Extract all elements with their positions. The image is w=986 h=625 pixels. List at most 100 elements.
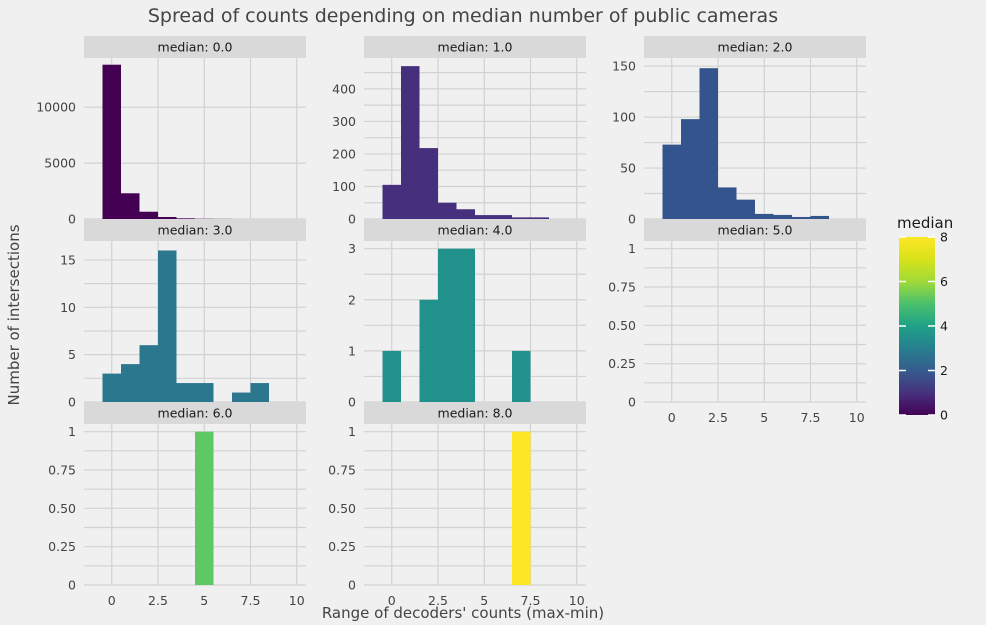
x-tick-label: 2.5: [148, 593, 168, 608]
facet-strip-label: median: 0.0: [158, 40, 233, 55]
facet-panel: median: 0.0 0 5000 10000: [36, 36, 306, 227]
x-tick-label: 2.5: [428, 593, 448, 608]
facet-panel: median: 4.0 0 1 2 3: [348, 219, 586, 410]
y-tick-label: 10: [60, 300, 76, 315]
histogram-bar: [419, 148, 438, 219]
x-tick-label: 0: [388, 593, 396, 608]
histogram-bar: [810, 215, 829, 219]
histogram-bar: [736, 199, 755, 219]
y-tick-label: 1: [68, 424, 76, 439]
histogram-bar: [121, 364, 140, 402]
y-tick-label: 200: [332, 146, 356, 161]
facet-strip: [644, 36, 866, 58]
histogram-bar: [232, 392, 251, 402]
y-tick-label: 0.50: [48, 501, 76, 516]
histogram-bar: [456, 209, 475, 219]
y-tick-label: 150: [612, 59, 636, 74]
x-tick-label: 5: [760, 410, 768, 425]
y-tick-label: 0: [628, 395, 636, 410]
facet-strip: [364, 36, 586, 58]
facet-panel: median: 3.0 0 5 10 15: [60, 219, 306, 410]
histogram-bar: [158, 216, 177, 219]
legend-ticks: 0 2 4 6 8: [899, 230, 948, 423]
histogram-bar: [401, 66, 420, 219]
histogram-bar: [438, 202, 457, 219]
y-tick-label: 0.50: [328, 501, 356, 516]
histogram-bar: [176, 218, 195, 219]
histogram-bar: [158, 250, 177, 402]
histogram-bar: [755, 213, 774, 219]
x-tick-label: 2.5: [708, 410, 728, 425]
y-tick-label: 5000: [44, 156, 76, 171]
x-tick-label: 5: [480, 593, 488, 608]
y-tick-label: 1: [628, 241, 636, 256]
facet-strip-label: median: 6.0: [158, 406, 233, 421]
y-tick-label: 0.25: [328, 539, 356, 554]
histogram-bar: [662, 144, 681, 219]
histogram-bar: [102, 373, 121, 402]
facet-strip-label: median: 3.0: [158, 223, 233, 238]
histogram-bar: [681, 119, 700, 219]
histogram-bar: [102, 64, 121, 219]
x-tick-label: 10: [289, 593, 305, 608]
histogram-bar: [176, 383, 195, 402]
histogram-bar: [382, 184, 401, 219]
chart-title: Spread of counts depending on median num…: [148, 5, 778, 27]
y-tick-label: 0: [628, 212, 636, 227]
y-tick-label: 2: [348, 292, 356, 307]
facet-strip-label: median: 2.0: [718, 40, 793, 55]
histogram-bar: [718, 187, 737, 219]
y-tick-label: 0: [348, 212, 356, 227]
facet-strip-label: median: 1.0: [438, 40, 513, 55]
x-tick-label: 7.5: [241, 593, 261, 608]
histogram-bar: [139, 345, 158, 402]
y-tick-label: 400: [332, 81, 356, 96]
histogram-bar: [773, 214, 792, 219]
y-tick-label: 0.25: [48, 539, 76, 554]
y-axis-title: Number of intersections: [5, 224, 23, 405]
histogram-bar: [382, 350, 401, 402]
y-tick-label: 50: [620, 161, 636, 176]
y-tick-label: 0.25: [608, 356, 636, 371]
histogram-bar: [438, 248, 457, 402]
facet-strip: [644, 219, 866, 241]
facet-strip: [84, 36, 306, 58]
y-tick-label: 1: [348, 343, 356, 358]
y-tick-label: 0: [68, 578, 76, 593]
y-tick-label: 0.75: [48, 463, 76, 478]
y-tick-label: 100: [612, 110, 636, 125]
histogram-bar: [475, 215, 494, 219]
y-tick-label: 0.75: [608, 280, 636, 295]
legend-tick-label: 8: [940, 230, 948, 245]
facet-strip: [84, 402, 306, 424]
facet-panel: median: 1.0 0 100 200 300 400: [332, 36, 586, 227]
histogram-bar: [195, 383, 214, 402]
y-tick-label: 0: [348, 395, 356, 410]
facet-strip: [364, 219, 586, 241]
facet-strip: [364, 402, 586, 424]
histogram-bar: [512, 350, 531, 402]
y-tick-label: 10000: [36, 100, 76, 115]
y-tick-label: 0: [68, 212, 76, 227]
y-tick-label: 5: [68, 347, 76, 362]
legend-tick-label: 0: [940, 408, 948, 423]
color-legend: median 0 2 4 6 8: [897, 214, 953, 423]
facet-strip-label: median: 5.0: [718, 223, 793, 238]
y-tick-label: 0.75: [328, 463, 356, 478]
x-tick-label: 0: [108, 593, 116, 608]
x-tick-label: 7.5: [521, 593, 541, 608]
legend-title: median: [897, 214, 953, 232]
histogram-bar: [792, 216, 811, 219]
histogram-bar: [493, 215, 512, 219]
histogram-bar: [512, 431, 531, 585]
x-axis-title: Range of decoders' counts (max-min): [322, 604, 604, 622]
y-tick-label: 0: [68, 395, 76, 410]
histogram-bar: [195, 431, 214, 585]
gridlines: [644, 241, 866, 403]
histogram-bar: [121, 193, 140, 219]
histogram-bar: [139, 211, 158, 219]
facet-panel: median: 2.0 0 50 100 150: [612, 36, 866, 227]
histogram-bar: [512, 217, 531, 219]
